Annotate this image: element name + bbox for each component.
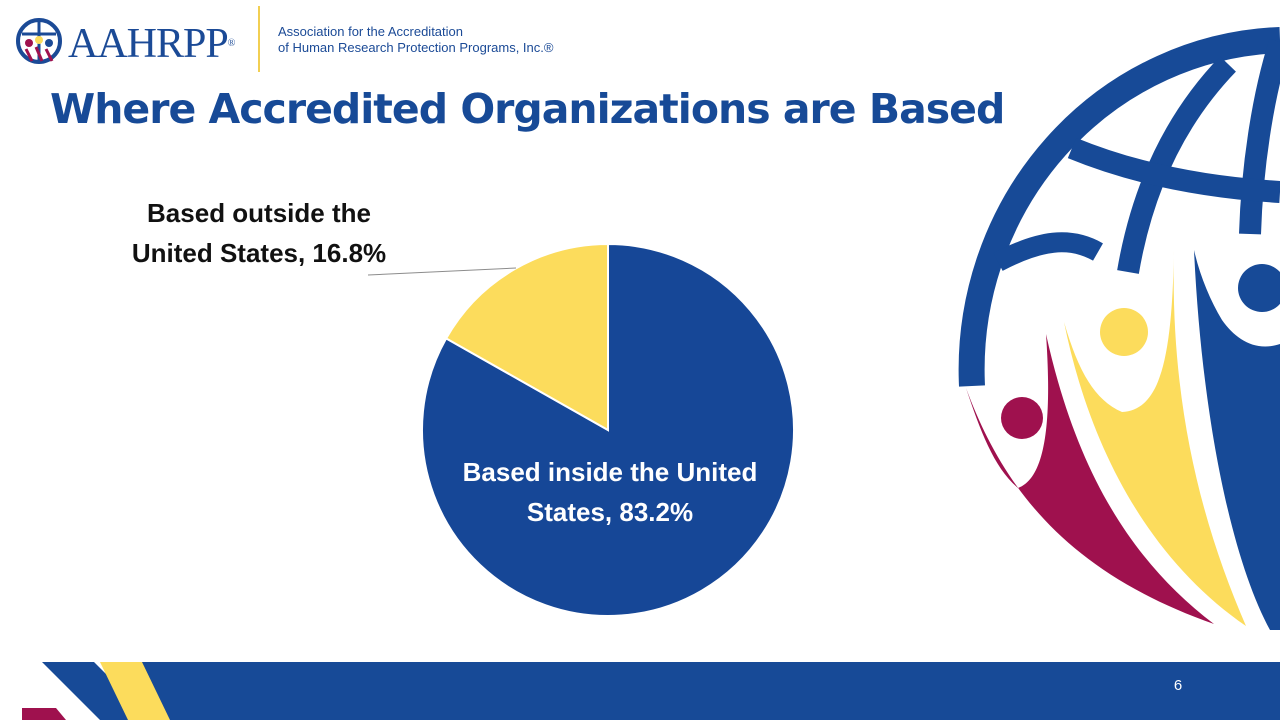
slice-label-outside: Based outside the United States, 16.8% xyxy=(132,198,386,268)
slide-title: Where Accredited Organizations are Based xyxy=(50,85,1005,133)
slice-label-inside-line1: Based inside the United xyxy=(463,457,758,487)
slice-label-inside-line2: States, 83.2% xyxy=(527,497,693,527)
aahrpp-logo: AAHRPP® Association for the Accreditatio… xyxy=(14,6,553,74)
slice-label-outside-line2: United States, 16.8% xyxy=(132,238,386,268)
logo-tagline-line2: of Human Research Protection Programs, I… xyxy=(278,40,554,55)
logo-tagline: Association for the Accreditation of Hum… xyxy=(278,24,553,56)
page-number: 6 xyxy=(1173,677,1183,694)
pie-slices xyxy=(421,242,795,617)
logo-tagline-line1: Association for the Accreditation xyxy=(278,24,463,39)
logo-divider xyxy=(258,6,260,72)
logo-globe-icon xyxy=(16,18,62,64)
slice-leader-line xyxy=(367,267,517,276)
slice-label-outside-line1: Based outside the xyxy=(147,198,371,228)
pie-slice-outside-us xyxy=(444,242,609,432)
logo-text: AAHRPP xyxy=(68,21,229,67)
slice-label-inside: Based inside the United States, 83.2% xyxy=(463,457,758,527)
logo-registered-mark: ® xyxy=(227,38,236,49)
logo-wordmark: AAHRPP® xyxy=(68,21,236,67)
